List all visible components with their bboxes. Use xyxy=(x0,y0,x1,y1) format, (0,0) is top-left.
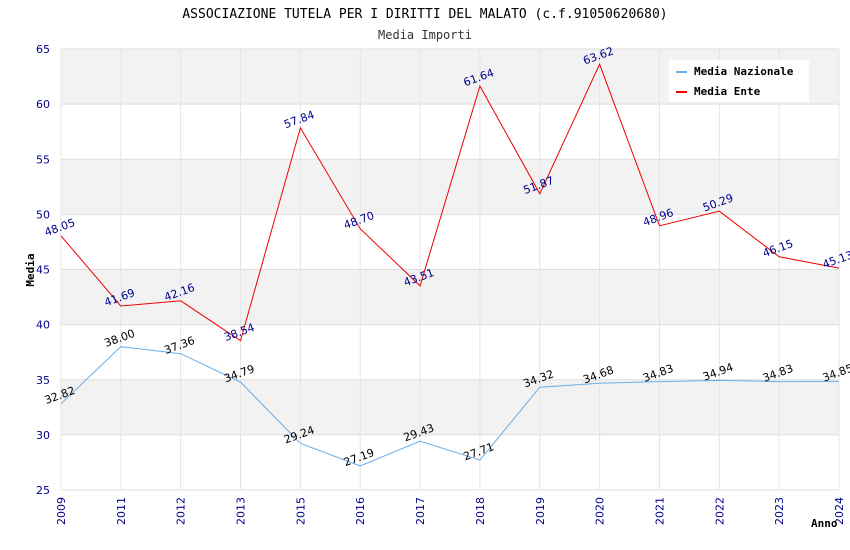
x-axis-label: Anno xyxy=(811,517,838,530)
grid-bands xyxy=(61,49,839,490)
x-tick-label: 2012 xyxy=(175,497,188,525)
y-tick-label: 50 xyxy=(36,208,50,221)
series-lines xyxy=(60,62,840,467)
grid-band xyxy=(61,379,839,435)
x-tick-label: 2009 xyxy=(55,497,68,525)
x-tick-label: 2024 xyxy=(833,497,846,525)
x-tick-label: 2013 xyxy=(235,497,248,525)
x-tick-label: 2019 xyxy=(534,497,547,525)
x-tick-label: 2021 xyxy=(653,497,666,525)
x-axis-ticks: 2009 2011 2012 2013 2015 2016 2017 2018 2019 2020… xyxy=(55,497,846,525)
y-tick-label: 35 xyxy=(36,374,50,387)
y-tick-label: 55 xyxy=(36,153,50,166)
x-tick-label: 2017 xyxy=(414,497,427,525)
x-tick-label: 2018 xyxy=(474,497,487,525)
grid-lines xyxy=(60,48,840,491)
grid-band xyxy=(61,434,839,490)
x-tick-label: 2016 xyxy=(354,497,367,525)
y-tick-label: 65 xyxy=(36,43,50,56)
series-line-media-nazionale xyxy=(60,346,840,467)
series-line-media-ente xyxy=(60,62,840,342)
legend-label-media-nazionale: Media Nazionale xyxy=(694,65,794,78)
x-tick-label: 2020 xyxy=(594,497,607,525)
grid-band xyxy=(61,324,839,380)
x-tick-label: 2023 xyxy=(773,497,786,525)
y-tick-label: 40 xyxy=(36,319,50,332)
x-tick-label: 2022 xyxy=(713,497,726,525)
grid-band xyxy=(61,269,839,325)
y-tick-label: 30 xyxy=(36,429,50,442)
x-tick-label: 2015 xyxy=(294,497,307,525)
legend-label-media-ente: Media Ente xyxy=(694,85,761,98)
y-tick-label: 25 xyxy=(36,484,50,497)
chart-subtitle: Media Importi xyxy=(378,28,472,42)
y-axis-ticks: 25 30 35 40 45 50 55 60 65 xyxy=(36,43,50,497)
legend: Media Nazionale Media Ente xyxy=(669,60,809,102)
x-tick-label: 2011 xyxy=(115,497,128,525)
grid-band xyxy=(61,104,839,160)
chart-title: ASSOCIAZIONE TUTELA PER I DIRITTI DEL MA… xyxy=(182,7,667,22)
legend-box xyxy=(669,60,809,102)
y-tick-label: 45 xyxy=(36,264,50,277)
y-tick-label: 60 xyxy=(36,98,50,111)
y-axis-label: Media xyxy=(24,253,37,286)
grid-band xyxy=(61,214,839,270)
